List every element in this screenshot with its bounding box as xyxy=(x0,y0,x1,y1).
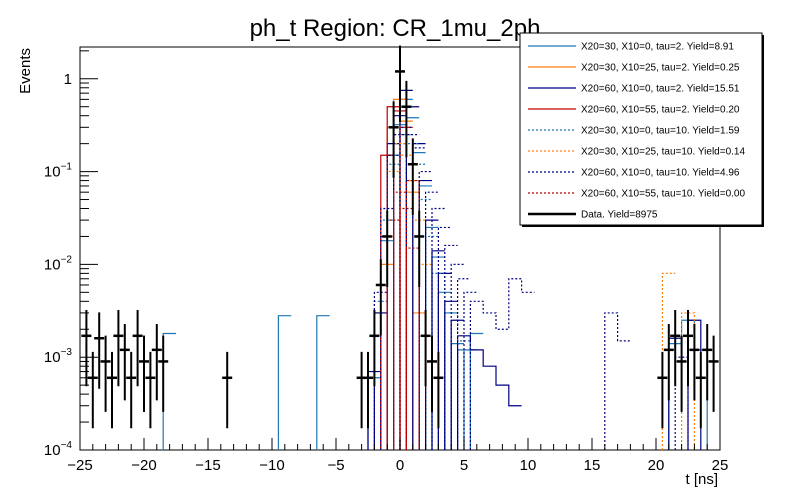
data-point xyxy=(657,351,668,429)
data-point xyxy=(139,335,149,412)
legend-label: X20=60, X10=0, tau=2. Yield=15.51 xyxy=(581,84,740,95)
y-tick-label: 10−3 xyxy=(44,347,73,366)
y-tick-label: 1 xyxy=(64,71,72,88)
data-point xyxy=(119,323,130,401)
data-point xyxy=(395,45,405,122)
y-tick-label: 10−4 xyxy=(44,440,73,459)
data-point xyxy=(433,351,444,429)
data-point xyxy=(107,351,117,429)
data-point xyxy=(81,309,92,387)
data-point xyxy=(689,323,700,401)
data-point xyxy=(670,309,681,387)
data-point xyxy=(708,335,719,412)
data-point xyxy=(113,309,124,387)
y-tick-label: 10−1 xyxy=(44,162,73,181)
data-point xyxy=(388,101,399,178)
data-point xyxy=(663,323,674,401)
data-point xyxy=(369,309,380,387)
legend-label: X20=60, X10=55, tau=2. Yield=0.20 xyxy=(581,105,740,116)
data-point xyxy=(375,259,386,336)
x-tick-label: 25 xyxy=(712,457,729,474)
legend-entry: X20=60, X10=55, tau=2. Yield=0.20 xyxy=(528,105,740,116)
x-tick-label: −25 xyxy=(67,457,92,474)
data-point xyxy=(420,309,431,387)
x-tick-label: −5 xyxy=(327,457,344,474)
histogram-series xyxy=(373,134,471,450)
data-point xyxy=(427,335,437,412)
x-tick-label: 0 xyxy=(396,457,404,474)
data-point xyxy=(126,351,137,429)
x-axis-label: t [ns] xyxy=(685,471,718,488)
legend-entry: X20=60, X10=55, tau=10. Yield=0.00 xyxy=(528,189,745,200)
legend-entry: Data. Yield=8975 xyxy=(528,210,658,221)
data-point xyxy=(683,309,693,387)
y-axis-label: Events xyxy=(17,48,34,94)
x-tick-label: −20 xyxy=(131,457,156,474)
legend-label: X20=60, X10=55, tau=10. Yield=0.00 xyxy=(581,189,745,200)
data-point xyxy=(158,335,169,412)
legend-entry: X20=30, X10=0, tau=10. Yield=1.59 xyxy=(528,126,740,137)
legend-entry: X20=30, X10=25, tau=2. Yield=0.25 xyxy=(528,63,740,74)
data-point xyxy=(401,80,412,158)
data-point xyxy=(100,335,111,412)
legend-label: X20=30, X10=0, tau=10. Yield=1.59 xyxy=(581,126,740,137)
data-point xyxy=(151,323,162,401)
histogram-series xyxy=(386,191,420,450)
data-point xyxy=(363,351,373,429)
x-tick-label: 15 xyxy=(584,457,601,474)
x-tick-label: 20 xyxy=(648,457,665,474)
data-point xyxy=(87,351,98,429)
data-point xyxy=(382,210,393,287)
x-tick-label: 10 xyxy=(520,457,537,474)
data-point xyxy=(132,309,143,387)
data-point xyxy=(695,351,706,429)
x-tick-label: −10 xyxy=(259,457,284,474)
chart-title: ph_t Region: CR_1mu_2ph xyxy=(250,15,541,42)
data-point xyxy=(702,323,713,401)
legend-label: X20=30, X10=0, tau=2. Yield=8.91 xyxy=(581,42,734,53)
data-point xyxy=(414,210,425,287)
legend-label: X20=30, X10=25, tau=2. Yield=0.25 xyxy=(581,63,740,74)
data-point xyxy=(407,138,418,215)
legend-entry: X20=60, X10=0, tau=10. Yield=4.96 xyxy=(528,168,740,179)
legend-label: X20=30, X10=25, tau=10. Yield=0.14 xyxy=(581,147,745,158)
data-points-layer xyxy=(81,45,719,429)
y-tick-label: 10−2 xyxy=(44,254,73,273)
legend-entry: X20=30, X10=0, tau=2. Yield=8.91 xyxy=(528,42,734,53)
data-point xyxy=(356,351,367,429)
legend-entry: X20=30, X10=25, tau=10. Yield=0.14 xyxy=(528,147,745,158)
legend-label: Data. Yield=8975 xyxy=(581,210,658,221)
data-point xyxy=(145,351,156,429)
legend-entry: X20=60, X10=0, tau=2. Yield=15.51 xyxy=(528,84,740,95)
data-point xyxy=(222,351,233,429)
legend: X20=30, X10=0, tau=2. Yield=8.91 X20=30, … xyxy=(519,32,764,227)
x-tick-label: 5 xyxy=(460,457,468,474)
legend-label: X20=60, X10=0, tau=10. Yield=4.96 xyxy=(581,168,740,179)
data-point xyxy=(94,312,105,389)
axis-layer: −25 −20 −15 −10 −5 0 5 10 15 20 25 10−4 10−3 10−2 10−1… xyxy=(44,50,729,474)
histogram-series xyxy=(373,126,689,450)
data-point xyxy=(676,335,687,412)
x-tick-label: −15 xyxy=(195,457,220,474)
